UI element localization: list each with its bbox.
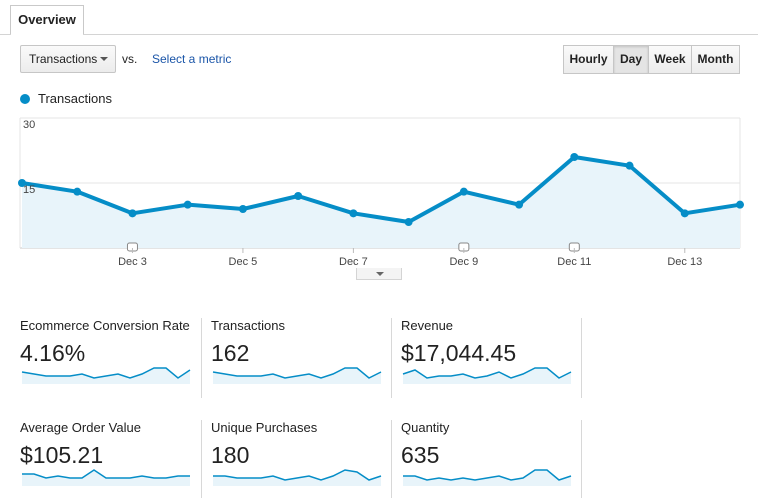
tab-bar: Overview <box>0 0 758 36</box>
period-week-button[interactable]: Week <box>648 45 692 74</box>
sparkline-line <box>402 367 572 379</box>
scorecard-label: Transactions <box>211 318 285 333</box>
sparkline <box>21 367 191 384</box>
vs-label: vs. <box>122 52 138 66</box>
scorecard-label: Ecommerce Conversion Rate <box>20 318 190 333</box>
sparkline <box>402 367 572 384</box>
scorecard-value: 180 <box>211 442 250 468</box>
series-line <box>21 155 741 224</box>
triangle-down-icon <box>376 272 384 276</box>
sparkline <box>22 469 190 486</box>
sparkline <box>403 469 572 486</box>
data-point <box>128 209 137 218</box>
transactions-chart: 30 15 Dec 3 Dec 5 Dec 7 Dec 9 Dec 11 Dec 13 <box>18 117 744 268</box>
period-hourly-button[interactable]: Hourly <box>563 45 614 74</box>
data-point <box>570 153 579 161</box>
data-point <box>736 200 744 209</box>
data-point <box>294 192 303 200</box>
divider <box>201 420 202 498</box>
metric-dropdown[interactable]: Transactions <box>20 45 116 73</box>
scorecard-conversion-rate[interactable]: Ecommerce Conversion Rate 4.16% <box>20 318 200 384</box>
x-tick-label: Dec 13 <box>667 256 702 268</box>
y-tick-label: 30 <box>23 119 35 131</box>
period-month-button[interactable]: Month <box>691 45 740 74</box>
divider <box>581 420 582 498</box>
scorecard-unique-purchases[interactable]: Unique Purchases 180 <box>211 420 391 486</box>
scorecard-value: 4.16% <box>20 340 86 366</box>
divider <box>391 420 392 498</box>
data-point <box>18 179 26 187</box>
metric-dropdown-value: Transactions <box>29 52 98 66</box>
chevron-down-icon <box>100 57 108 61</box>
scorecard-revenue[interactable]: Revenue $17,044.45 <box>401 318 581 384</box>
sparkline-line <box>213 469 382 481</box>
scorecard-label: Quantity <box>401 420 450 435</box>
tab-overview[interactable]: Overview <box>10 5 84 34</box>
scorecard-quantity[interactable]: Quantity 635 <box>401 420 581 486</box>
data-point <box>404 218 413 226</box>
scorecard-value: $105.21 <box>20 442 104 468</box>
series-area <box>22 157 740 248</box>
data-point <box>183 200 192 209</box>
x-tick-label: Dec 5 <box>229 256 258 268</box>
data-point <box>625 161 634 170</box>
y-tick-label: 15 <box>23 184 35 196</box>
select-metric-link[interactable]: Select a metric <box>152 52 232 66</box>
divider <box>391 318 392 398</box>
scorecard-value: 635 <box>401 442 440 468</box>
data-point <box>459 187 468 196</box>
scorecard-label: Unique Purchases <box>211 420 318 435</box>
data-point <box>73 187 82 196</box>
scorecard-transactions[interactable]: Transactions 162 <box>211 318 391 384</box>
x-tick-label: Dec 11 <box>557 256 591 268</box>
sparkline-line <box>403 469 572 481</box>
divider <box>201 318 202 398</box>
legend-dot-icon <box>20 94 30 104</box>
sparkline-line <box>21 367 191 379</box>
data-point <box>515 200 524 209</box>
data-point <box>238 205 247 213</box>
scorecard-label: Revenue <box>401 318 454 333</box>
data-point <box>680 209 689 218</box>
sparkline <box>213 469 382 486</box>
scorecard-average-order-value[interactable]: Average Order Value $105.21 <box>20 420 200 486</box>
chart-expand-handle[interactable] <box>356 268 402 280</box>
legend-label: Transactions <box>38 91 112 106</box>
scorecard-label: Average Order Value <box>20 420 141 435</box>
sparkline <box>212 367 382 384</box>
period-day-button[interactable]: Day <box>613 45 649 74</box>
tab-active-indicator <box>11 33 83 36</box>
sparkline-line <box>22 469 190 479</box>
sparkline-line <box>212 367 382 379</box>
scorecard-value: 162 <box>211 340 250 366</box>
divider <box>581 318 582 398</box>
data-point <box>349 209 358 218</box>
scorecard-value: $17,044.45 <box>401 340 517 366</box>
x-tick-label: Dec 3 <box>118 256 147 268</box>
x-tick-label: Dec 9 <box>449 256 478 268</box>
x-tick-label: Dec 7 <box>339 256 368 268</box>
